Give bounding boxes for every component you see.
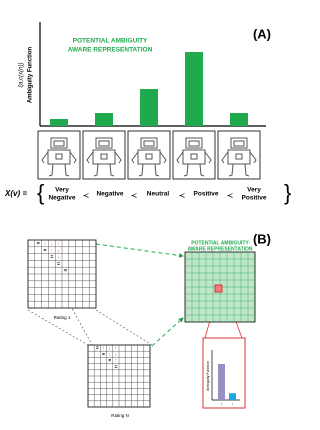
cell-symbol: ↑ [51,248,54,254]
level-label: Positive [194,191,219,198]
figure: (A) POTENTIAL AMBIGUITY AWARE REPRESENTA… [4,22,291,418]
panel-label: (A) [253,26,271,41]
bar [230,113,248,126]
bar [95,113,113,126]
representation-label: AWARE REPRESENTATION [187,246,252,252]
level-label: Negative [48,195,75,202]
cell-symbol: ↑ [57,241,60,247]
representation-label: POTENTIAL AMBIGUITY [73,38,148,45]
cell-symbol: ↓ [115,352,118,358]
bar-symbol: ↑ [221,401,223,406]
cell-symbol: ↓ [108,346,111,352]
order-symbol: ≺ [227,191,234,200]
inset-y-label: Ambiguity Function [206,361,210,391]
cell-symbol: = [64,268,67,274]
panel-label: (B) [253,231,271,246]
cell-symbol: ↓ [57,248,60,254]
image-frame [172,130,216,180]
y-axis-label: Ambiguity Function [28,47,34,104]
cell-symbol: ↑ [44,241,47,247]
set-symbol: X(v) = [4,189,27,198]
cell-symbol: = [108,358,111,364]
representation-label: AWARE REPRESENTATION [68,47,153,54]
highlight-cell [214,284,223,293]
level-label: Very [55,187,69,194]
cell-symbol: = [37,241,40,247]
level-label: Positive [242,195,267,202]
grid-label: Rating N [111,413,129,418]
representation-label: POTENTIAL AMBIGUITY [191,240,249,246]
bar-symbol: ↓ [232,401,234,406]
cell-symbol: ↓ [57,255,60,261]
cell-symbol: = [114,364,117,370]
connector [95,243,184,347]
grid-label: Rating 1 [54,315,71,320]
image-frame [37,130,81,180]
cell-symbol: = [57,261,60,267]
cell-symbol: ↑ [115,358,118,364]
cell-symbol: ↓ [51,241,54,247]
order-symbol: ≺ [179,191,186,200]
order-symbol: ≺ [83,191,90,200]
image-frame [217,130,261,180]
cell-symbol: = [44,248,47,254]
order-symbol: ≺ [131,191,138,200]
brace: { [37,180,44,205]
cell-symbol: = [50,255,53,261]
brace: } [284,180,291,205]
bar [50,119,68,126]
cell-symbol: ↓ [108,352,111,358]
bar [185,52,203,126]
bar [229,393,236,400]
level-label: Very [247,187,261,194]
image-frame [127,130,171,180]
bar [140,89,158,126]
bar [218,364,225,400]
cell-symbol: ↑ [115,346,118,352]
cell-symbol: = [102,352,105,358]
level-label: Neutral [147,191,170,198]
y-axis-symbol: ξa,c(x(n)) [19,62,25,87]
level-label: Negative [96,191,123,198]
image-frame [82,130,126,180]
cell-symbol: = [96,346,99,352]
cell-symbol: ↑ [102,346,105,352]
